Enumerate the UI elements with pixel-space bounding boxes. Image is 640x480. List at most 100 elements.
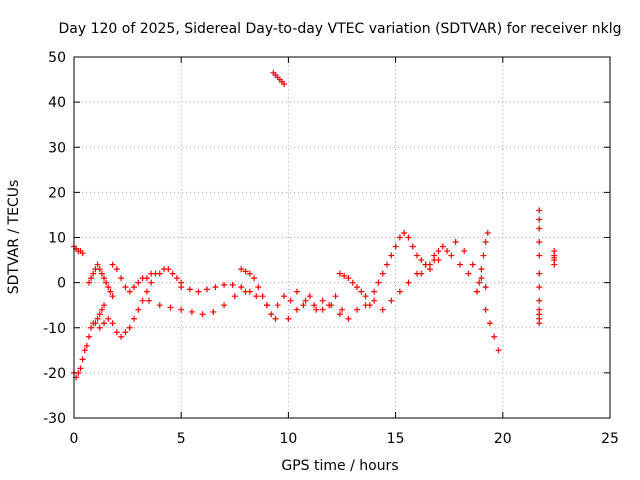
- data-point: [452, 239, 459, 246]
- data-point: [143, 275, 150, 282]
- series-arc1: [71, 302, 108, 381]
- data-point: [229, 281, 236, 288]
- data-point: [274, 302, 281, 309]
- data-point: [139, 297, 146, 304]
- data-point: [101, 320, 108, 327]
- y-tick-label: 30: [48, 140, 66, 156]
- data-marks: [71, 69, 558, 381]
- data-point: [79, 250, 86, 257]
- series-arc5: [109, 261, 185, 295]
- x-axis-label: GPS time / hours: [281, 458, 398, 474]
- data-point: [94, 261, 101, 268]
- data-point: [422, 261, 429, 268]
- data-point: [302, 297, 309, 304]
- data-point: [86, 333, 93, 340]
- x-tick-label: 0: [70, 431, 79, 447]
- data-point: [285, 315, 292, 322]
- data-point: [371, 297, 378, 304]
- data-point: [319, 306, 326, 313]
- data-point: [165, 266, 172, 273]
- data-point: [300, 302, 307, 309]
- plot-frame: [73, 56, 611, 419]
- series-arc10: [274, 288, 345, 313]
- data-point: [88, 275, 95, 282]
- data-point: [478, 266, 485, 273]
- data-point: [551, 261, 558, 268]
- data-point: [336, 311, 343, 318]
- data-point: [431, 252, 438, 259]
- data-point: [101, 275, 108, 282]
- series-arc11: [285, 297, 378, 322]
- data-point: [482, 239, 489, 246]
- data-point: [536, 320, 543, 327]
- data-point: [86, 279, 93, 286]
- data-point: [109, 261, 116, 268]
- data-point: [113, 266, 120, 273]
- data-point: [268, 311, 275, 318]
- data-point: [255, 284, 262, 291]
- y-tick-label: 50: [48, 50, 66, 66]
- data-point: [384, 261, 391, 268]
- data-point: [195, 288, 202, 295]
- data-point: [396, 288, 403, 295]
- data-point: [448, 252, 455, 259]
- data-point: [113, 329, 120, 336]
- data-point: [281, 293, 288, 300]
- data-point: [101, 302, 108, 309]
- data-point: [362, 293, 369, 300]
- data-point: [122, 284, 129, 291]
- x-tick-label: 15: [387, 431, 405, 447]
- data-point: [178, 306, 185, 313]
- data-point: [379, 306, 386, 313]
- data-point: [143, 288, 150, 295]
- data-point: [146, 297, 153, 304]
- series-arc13: [371, 229, 442, 295]
- grid: [73, 56, 611, 419]
- data-point: [118, 275, 125, 282]
- data-point: [392, 243, 399, 250]
- y-tick-label: -10: [43, 321, 66, 337]
- data-point: [375, 279, 382, 286]
- data-point: [366, 302, 373, 309]
- data-point: [186, 286, 193, 293]
- data-point: [156, 302, 163, 309]
- data-point: [118, 333, 125, 340]
- data-point: [328, 302, 335, 309]
- data-point: [105, 284, 112, 291]
- data-point: [371, 288, 378, 295]
- data-point: [349, 279, 356, 286]
- data-point: [444, 248, 451, 255]
- data-point: [435, 257, 442, 264]
- data-point: [263, 302, 270, 309]
- data-point: [259, 293, 266, 300]
- data-point: [536, 225, 543, 232]
- series-arc3: [86, 261, 116, 300]
- data-point: [203, 286, 210, 293]
- data-point: [96, 266, 103, 273]
- data-point: [339, 306, 345, 313]
- data-point: [536, 252, 543, 259]
- x-tick-label: 5: [177, 431, 186, 447]
- data-point: [336, 270, 343, 277]
- data-point: [536, 239, 543, 246]
- data-point: [469, 261, 476, 268]
- x-tick-label: 20: [494, 431, 512, 447]
- data-point: [293, 288, 300, 295]
- data-point: [212, 284, 219, 291]
- data-point: [536, 284, 543, 291]
- data-point: [536, 207, 543, 214]
- data-point: [358, 288, 365, 295]
- data-point: [105, 315, 112, 322]
- data-point: [96, 324, 103, 331]
- data-point: [178, 284, 185, 291]
- data-point: [405, 234, 412, 241]
- data-point: [90, 270, 97, 277]
- data-point: [238, 284, 245, 291]
- data-point: [345, 315, 352, 322]
- data-point: [210, 308, 217, 315]
- data-point: [354, 306, 361, 313]
- data-point: [238, 266, 245, 273]
- data-point: [396, 234, 403, 241]
- data-point: [103, 279, 110, 286]
